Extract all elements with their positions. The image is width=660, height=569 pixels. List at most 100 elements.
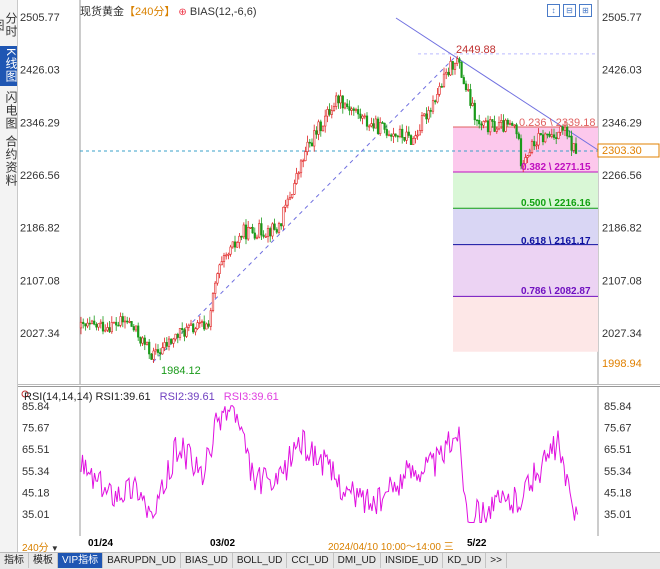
candle-body [106,327,109,331]
fib-label-0500: 0.500 \ 2216.16 [521,198,591,209]
resize-icon[interactable]: ↕ [547,4,560,17]
tab-kline[interactable]: K线图 [0,46,18,86]
candle-body [170,338,173,344]
candle-body [568,135,571,138]
period-badge[interactable]: 240分 ▼ [22,543,59,554]
tab-lightning[interactable]: 闪电图 [4,90,18,130]
circle-plus-icon[interactable]: ⊕ [178,7,187,18]
candle-body [249,226,252,229]
tab-contract-info[interactable]: 合约资料 [4,135,18,187]
candle-body [332,106,336,111]
candle-body [183,329,186,337]
maximize-icon[interactable]: ⊞ [579,4,592,17]
candle-body [141,337,144,344]
candle-body [126,320,129,323]
tab-bias[interactable]: BIAS_UD [181,553,233,568]
candle-body [119,316,122,326]
tab-dmi[interactable]: DMI_UD [334,553,381,568]
candle-body [533,141,536,147]
candle-body [370,123,373,127]
tab-kd[interactable]: KD_UD [443,553,487,568]
candle-body [354,109,358,111]
candle-body [416,134,419,137]
candle-body [484,120,487,123]
price-tick-left: 2346.29 [20,117,60,129]
candle-body [346,103,349,108]
candle-body [559,126,562,133]
candle-body [82,321,85,324]
candle-body [460,61,463,78]
candle-body [317,121,320,135]
candlestick-chart[interactable]: 2505.77 2426.03 2346.29 2266.56 2186.82 2107.… [18,0,660,385]
candle-body [115,321,118,326]
candle-body [161,347,164,355]
candle-body [315,130,318,135]
tab-barupdn[interactable]: BARUPDN_UD [103,553,182,568]
fibonacci-zones [418,53,598,352]
candle-body [167,338,171,347]
candle-body [500,120,503,123]
rsi-name: RSI(14,14,14) [24,391,93,403]
candle-body [216,273,219,284]
candle-body [414,135,417,139]
candle-body [95,323,98,328]
candle-body [238,235,241,243]
candle-body [97,323,100,328]
tab-cci[interactable]: CCI_UD [287,553,334,568]
candle-body [247,226,250,240]
tab-vip-indicator[interactable]: VIP指标 [58,553,104,568]
candle-body [365,115,369,127]
tab-inside[interactable]: INSIDE_UD [381,553,444,568]
candle-body [524,157,527,165]
tab-boll[interactable]: BOLL_UD [233,553,288,568]
candle-body [473,102,476,121]
tab-more[interactable]: >> [486,553,507,568]
indicator-name[interactable]: BIAS(12,-6,6) [189,6,257,18]
tab-timeshare[interactable]: 分时图 [0,12,18,38]
candle-body [495,128,498,132]
period-label[interactable]: 【240分】 [124,6,176,18]
candle-body [258,223,261,238]
tab-indicator[interactable]: 指标 [0,553,29,568]
minimize-icon[interactable]: ⊟ [563,4,576,17]
candle-body [271,223,274,237]
candle-body [343,103,347,109]
left-price-ticks: 2505.77 2426.03 2346.29 2266.56 2186.82 2107.… [20,12,60,340]
fib-zone [453,171,598,209]
candle-body [302,160,305,162]
candle-body [137,325,140,338]
candle-body [405,131,408,141]
candle-body [478,120,481,125]
candle-body [163,342,166,349]
candle-body [205,323,208,330]
candle-body [489,119,492,133]
candle-body [350,108,353,111]
rsi-chart[interactable]: 85.84 75.67 65.51 55.34 45.18 35.01 85.84 75.6… [18,386,660,536]
gear-icon [21,390,29,398]
candle-body [574,143,578,154]
candle-body [260,223,263,236]
rsi-tick-right: 55.34 [604,466,632,478]
candle-body [233,241,237,248]
candle-body [363,115,366,118]
candle-body [392,133,395,137]
candle-body [508,122,512,125]
tab-template[interactable]: 模板 [29,553,58,568]
candle-body [337,95,340,104]
candle-body [236,242,239,248]
candle-body [420,115,424,131]
chart-header: 现货黄金【240分】 ⊕ BIAS(12,-6,6) [80,3,257,19]
candle-body [269,228,272,237]
candle-body [227,253,230,256]
candle-body [385,129,388,136]
price-tick-left: 2505.77 [20,12,60,24]
candle-body [194,328,197,333]
candle-body [148,341,151,355]
candle-body [187,324,190,328]
candle-body [436,93,439,103]
candle-body [506,119,509,125]
candle-body [240,235,243,238]
date-label-2: 03/02 [210,538,236,549]
candle-body [383,122,386,130]
price-tick-right: 2505.77 [602,12,642,24]
